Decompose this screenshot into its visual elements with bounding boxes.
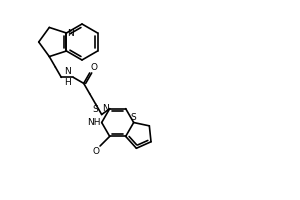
Text: N: N — [68, 28, 74, 38]
Text: N: N — [102, 104, 109, 113]
Text: H: H — [64, 78, 71, 87]
Text: O: O — [91, 63, 98, 72]
Text: N: N — [64, 67, 71, 76]
Text: O: O — [92, 147, 99, 156]
Text: S: S — [93, 105, 99, 114]
Text: S: S — [131, 113, 137, 122]
Text: NH: NH — [87, 118, 101, 127]
